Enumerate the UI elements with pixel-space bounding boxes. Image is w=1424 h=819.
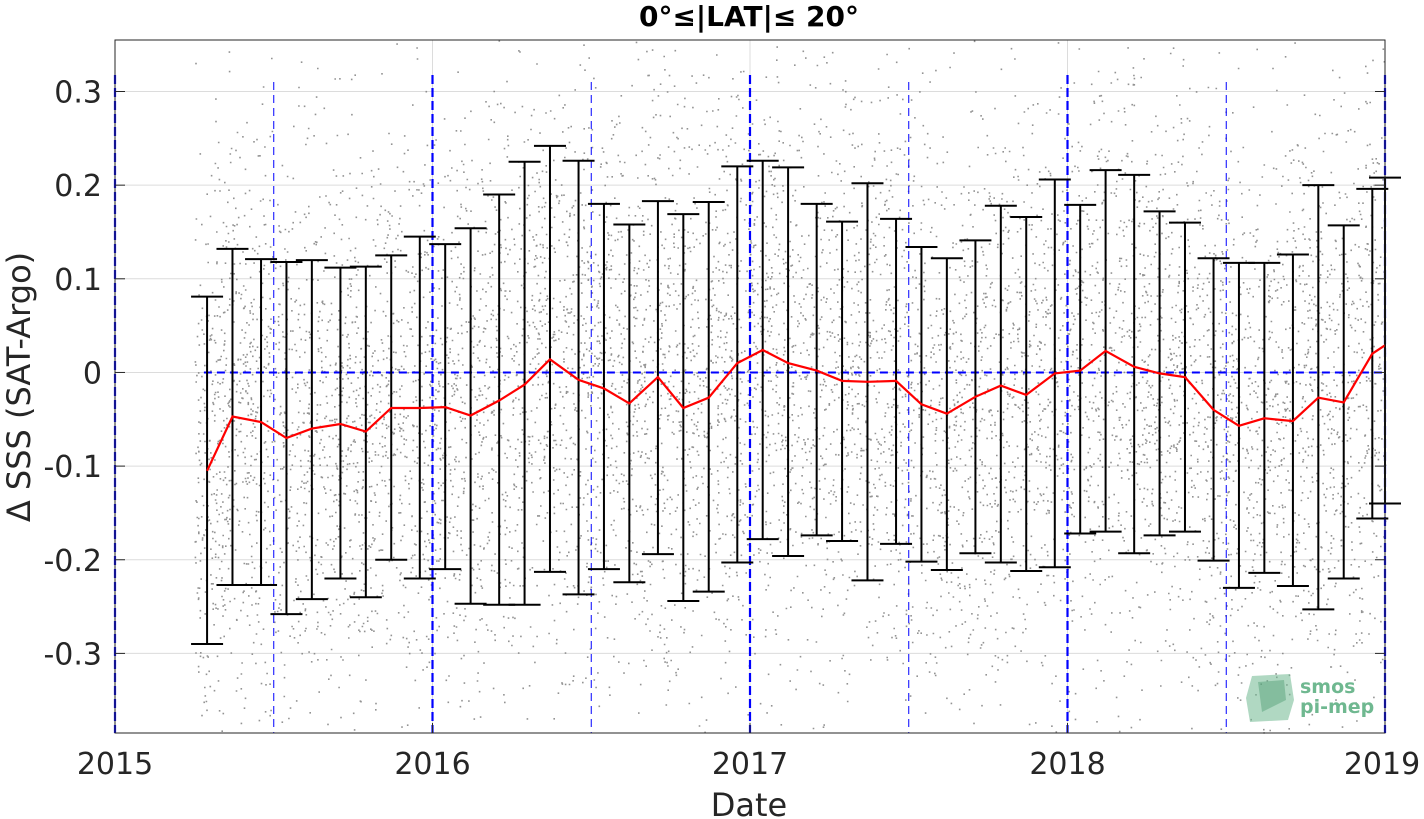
y-axis-label: Δ SSS (SAT-Argo) bbox=[0, 252, 38, 522]
logo-map-shape-inner bbox=[1258, 680, 1286, 712]
scatter-cloud bbox=[194, 40, 1387, 734]
error-bar bbox=[984, 204, 1017, 564]
y-tick-label: 0.1 bbox=[54, 263, 102, 298]
x-tick-labels: 2015 2016 2017 2018 2019 bbox=[77, 747, 1420, 782]
x-tick-label: 2017 bbox=[712, 747, 788, 782]
y-tick-label: -0.1 bbox=[43, 450, 102, 485]
x-axis-label: Date bbox=[711, 786, 787, 819]
error-bar bbox=[562, 159, 595, 596]
y-tick-labels: -0.3 -0.2 -0.1 0 0.1 0.2 0.3 bbox=[43, 76, 102, 673]
x-tick-label: 2019 bbox=[1344, 747, 1420, 782]
y-tick-label: -0.3 bbox=[43, 637, 102, 672]
chart-title: 0°≤|LAT|≤ 20° bbox=[639, 0, 859, 33]
smos-pi-mep-logo: smos pi-mep bbox=[1246, 674, 1374, 722]
y-tick-label: 0.2 bbox=[54, 169, 102, 204]
scatter-points bbox=[194, 40, 1387, 734]
mean-line-group bbox=[206, 344, 1386, 472]
axes-frame bbox=[114, 39, 1386, 734]
error-bars bbox=[191, 144, 1401, 646]
mean-line bbox=[206, 344, 1386, 472]
x-tick-label: 2015 bbox=[77, 747, 153, 782]
error-bar bbox=[772, 166, 805, 558]
error-bar bbox=[587, 202, 620, 571]
error-bar bbox=[1064, 203, 1097, 535]
reference-lines bbox=[113, 75, 1387, 733]
y-tick-label: 0 bbox=[83, 356, 102, 391]
y-tick-label: 0.3 bbox=[54, 76, 102, 111]
logo-text-line1: smos bbox=[1300, 676, 1355, 698]
logo-map-shape bbox=[1246, 674, 1294, 722]
error-bar bbox=[1118, 173, 1151, 555]
logo-text-line2: pi-mep bbox=[1300, 696, 1374, 718]
y-tick-label: -0.2 bbox=[43, 544, 102, 579]
x-tick-label: 2018 bbox=[1029, 747, 1105, 782]
x-tick-label: 2016 bbox=[394, 747, 470, 782]
